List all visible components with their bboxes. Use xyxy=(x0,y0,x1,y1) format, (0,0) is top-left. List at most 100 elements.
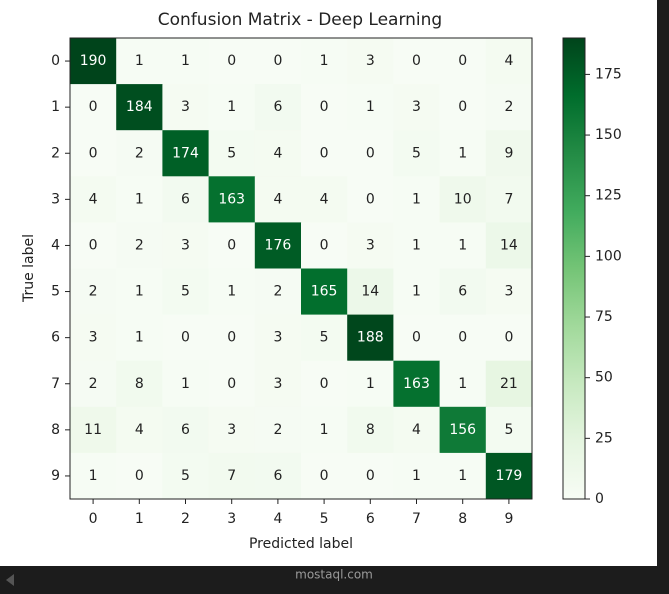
cell xyxy=(254,84,302,131)
cell-label: 1 xyxy=(135,284,144,300)
cell-label: 9 xyxy=(504,145,513,161)
y-tick-label: 5 xyxy=(51,284,60,300)
cell-label: 4 xyxy=(273,191,282,207)
cell xyxy=(116,314,163,362)
colorbar-tick-label: 125 xyxy=(595,188,622,204)
cell xyxy=(70,452,117,500)
cell-label: 5 xyxy=(320,330,329,346)
x-tick-label: 5 xyxy=(320,511,329,527)
cell-label: 5 xyxy=(181,284,190,300)
cell-label: 4 xyxy=(320,191,329,207)
cell xyxy=(162,130,210,177)
cell-label: 0 xyxy=(320,145,329,161)
cell xyxy=(254,452,302,500)
cell-label: 1 xyxy=(320,53,329,69)
cell-label: 3 xyxy=(227,422,236,438)
cell xyxy=(485,268,533,316)
cell-label: 0 xyxy=(458,330,467,346)
cell-label: 0 xyxy=(366,468,375,484)
colorbar-tick-label: 50 xyxy=(595,370,613,386)
cell-label: 0 xyxy=(458,99,467,115)
x-tick-label: 2 xyxy=(181,511,190,527)
cell-label: 4 xyxy=(504,53,513,69)
cell-label: 3 xyxy=(181,99,190,115)
cell xyxy=(70,222,117,269)
colorbar-tick-label: 0 xyxy=(595,491,604,507)
cell-label: 3 xyxy=(181,237,190,253)
cell xyxy=(116,406,163,454)
cell xyxy=(485,314,533,362)
cell-label: 188 xyxy=(357,330,384,346)
cell-label: 2 xyxy=(504,99,513,115)
cell xyxy=(162,38,210,85)
cell-label: 0 xyxy=(273,53,282,69)
cell xyxy=(70,360,117,408)
cell xyxy=(162,84,210,131)
cell xyxy=(439,38,487,85)
cell-label: 1 xyxy=(227,99,236,115)
cell xyxy=(254,268,302,316)
cell-label: 11 xyxy=(84,422,102,438)
cell-label: 0 xyxy=(504,330,513,346)
cell-label: 3 xyxy=(366,53,375,69)
cell-label: 7 xyxy=(504,191,513,207)
cell-label: 0 xyxy=(89,145,98,161)
cell xyxy=(301,268,348,316)
cell-label: 1 xyxy=(458,145,467,161)
cell xyxy=(301,84,348,131)
cell xyxy=(393,130,441,177)
plot-frame xyxy=(69,37,533,500)
cell-label: 4 xyxy=(273,145,282,161)
cell-label: 6 xyxy=(181,191,190,207)
cell-label: 4 xyxy=(89,191,98,207)
cell xyxy=(116,268,163,316)
cell xyxy=(347,130,394,177)
cell-label: 6 xyxy=(273,468,282,484)
cell xyxy=(116,38,163,85)
cell xyxy=(208,130,256,177)
cell-label: 1 xyxy=(181,53,190,69)
cell xyxy=(208,268,256,316)
cell xyxy=(347,84,394,131)
cell-label: 174 xyxy=(172,145,199,161)
cell-label: 7 xyxy=(227,468,236,484)
cell-label: 0 xyxy=(89,99,98,115)
cell-label: 2 xyxy=(273,284,282,300)
cell xyxy=(347,360,394,408)
x-tick-label: 3 xyxy=(227,511,236,527)
cell-label: 163 xyxy=(403,376,430,392)
cell xyxy=(439,84,487,131)
cell xyxy=(70,84,117,131)
cell xyxy=(208,38,256,85)
cell-label: 5 xyxy=(412,145,421,161)
cell xyxy=(485,222,533,269)
cell xyxy=(301,360,348,408)
cell xyxy=(254,38,302,85)
cell-label: 5 xyxy=(504,422,513,438)
cell xyxy=(439,406,487,454)
cell xyxy=(439,268,487,316)
cell xyxy=(347,222,394,269)
cell xyxy=(254,406,302,454)
cell xyxy=(116,176,163,223)
cell xyxy=(301,176,348,223)
y-tick-label: 4 xyxy=(51,237,60,253)
y-tick-label: 0 xyxy=(51,53,60,69)
cell-label: 2 xyxy=(273,422,282,438)
cell-label: 179 xyxy=(496,468,523,484)
cell-label: 2 xyxy=(135,237,144,253)
cell xyxy=(485,176,533,223)
cell xyxy=(439,130,487,177)
colorbar xyxy=(562,37,586,500)
cell-label: 1 xyxy=(458,237,467,253)
y-tick-label: 8 xyxy=(51,422,60,438)
cell-label: 0 xyxy=(458,53,467,69)
cell xyxy=(347,38,394,85)
cell-label: 1 xyxy=(181,376,190,392)
cell xyxy=(393,268,441,316)
cell-label: 1 xyxy=(412,284,421,300)
cell xyxy=(162,176,210,223)
cell-label: 1 xyxy=(412,237,421,253)
x-tick-label: 6 xyxy=(366,511,375,527)
